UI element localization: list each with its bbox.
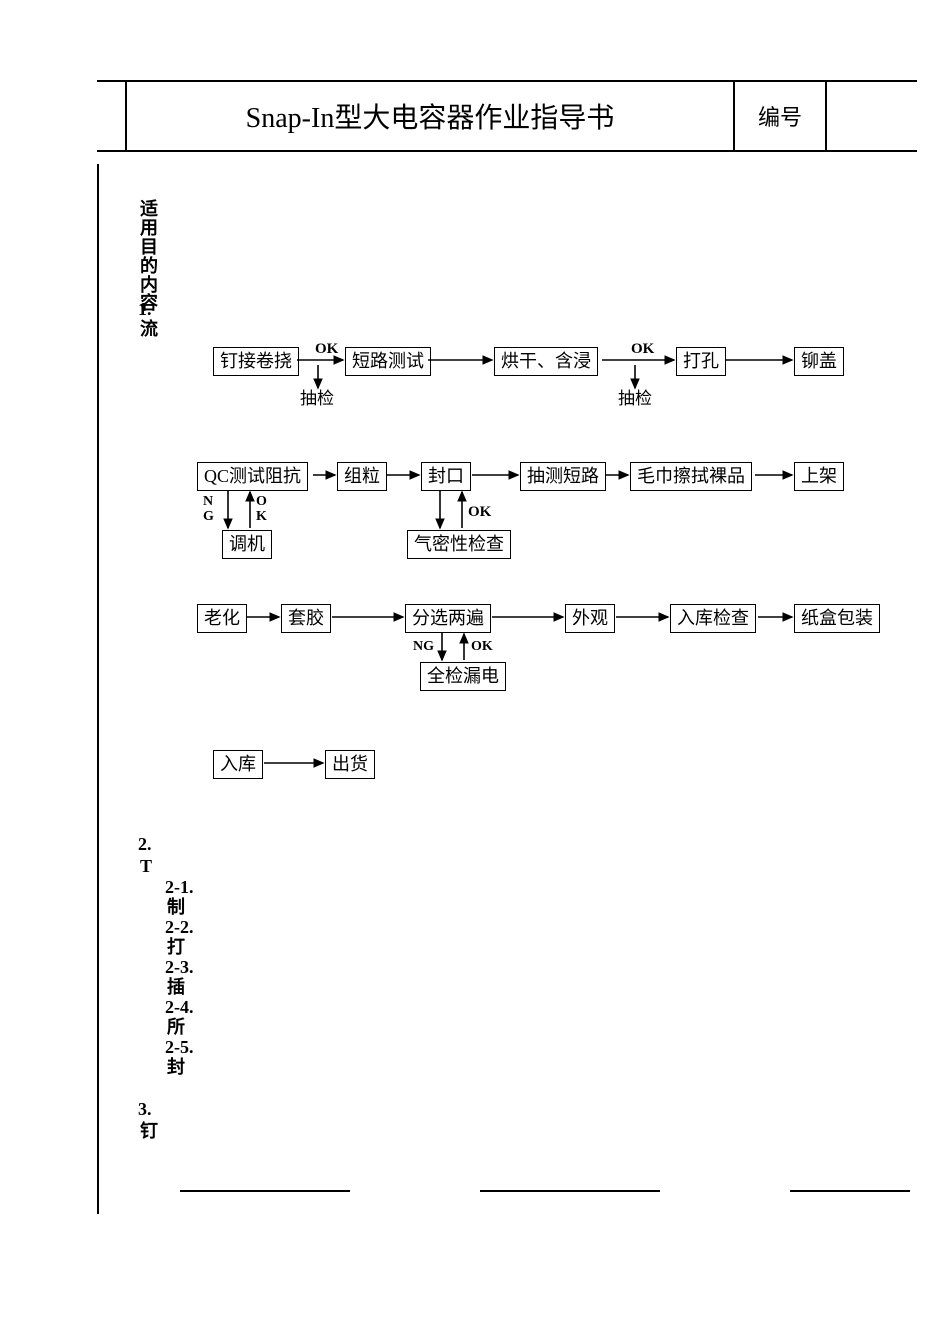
- node-adjust-machine: 调机: [222, 530, 272, 559]
- label-ok-seal: OK: [468, 505, 491, 521]
- header-row: Snap-In型大电容器作业指导书 编号: [97, 82, 917, 150]
- node-appearance: 外观: [565, 604, 615, 633]
- node-punch: 打孔: [676, 347, 726, 376]
- label-spotcheck-1: 抽检: [300, 390, 334, 408]
- footer-rule-3: [790, 1190, 910, 1192]
- section-2-1-tail: 制: [167, 898, 185, 918]
- node-seal: 封口: [421, 462, 471, 491]
- section-1-tail: 流: [140, 320, 160, 339]
- node-sleeve: 套胶: [281, 604, 331, 633]
- node-qc-impedance: QC测试阻抗: [197, 462, 308, 491]
- document-title: Snap-In型大电容器作业指导书: [127, 82, 735, 150]
- node-storage-check: 入库检查: [670, 604, 756, 633]
- label-ok-1: OK: [315, 342, 338, 358]
- section-2-4: 2-4.: [165, 998, 194, 1018]
- node-airtight-check: 气密性检查: [407, 530, 511, 559]
- node-group: 组粒: [337, 462, 387, 491]
- footer-rule-1: [180, 1190, 350, 1192]
- label-ok-row2: O K: [256, 495, 267, 524]
- section-1-number: 1.: [138, 300, 152, 320]
- document-header: Snap-In型大电容器作业指导书 编号: [97, 80, 917, 152]
- section-2-number: 2.: [138, 835, 152, 855]
- node-rivet-cover: 铆盖: [794, 347, 844, 376]
- node-ship: 出货: [325, 750, 375, 779]
- section-2-3: 2-3.: [165, 958, 194, 978]
- node-spot-short: 抽测短路: [520, 462, 606, 491]
- page: Snap-In型大电容器作业指导书 编号 适用目的内容 1. 流 钉接卷挠 OK…: [0, 0, 945, 1337]
- section-2-5-tail: 封: [167, 1058, 185, 1078]
- label-ng-row3: NG: [413, 640, 434, 655]
- label-ok-2: OK: [631, 342, 654, 358]
- section-2-2: 2-2.: [165, 918, 194, 938]
- footer-rule-2: [480, 1190, 660, 1192]
- section-2-3-tail: 插: [167, 978, 185, 998]
- side-label-applicable: 适用目的内容: [140, 200, 160, 313]
- section-2-1: 2-1.: [165, 878, 194, 898]
- node-towel-wipe: 毛巾擦拭裸品: [630, 462, 752, 491]
- label-ng-row2: N G: [203, 495, 214, 524]
- node-dry-impreg: 烘干、含浸: [494, 347, 598, 376]
- node-rivet-wind: 钉接卷挠: [213, 347, 299, 376]
- node-storage: 入库: [213, 750, 263, 779]
- content-left-border: [97, 164, 99, 1214]
- label-spotcheck-2: 抽检: [618, 390, 652, 408]
- doc-number-value: [827, 82, 917, 150]
- node-full-leak-check: 全检漏电: [420, 662, 506, 691]
- node-aging: 老化: [197, 604, 247, 633]
- node-sort-twice: 分选两遍: [405, 604, 491, 633]
- header-stub: [97, 82, 127, 150]
- node-short-test: 短路测试: [345, 347, 431, 376]
- section-3-tail: 钉: [140, 1122, 158, 1142]
- section-3-number: 3.: [138, 1100, 152, 1120]
- section-2-tail: T: [140, 857, 152, 877]
- node-box-pack: 纸盒包装: [794, 604, 880, 633]
- label-ok-row3: OK: [471, 640, 493, 655]
- doc-number-label: 编号: [735, 82, 827, 150]
- section-2-2-tail: 打: [167, 938, 185, 958]
- section-2-5: 2-5.: [165, 1038, 194, 1058]
- node-shelve: 上架: [794, 462, 844, 491]
- section-2-4-tail: 所: [167, 1018, 185, 1038]
